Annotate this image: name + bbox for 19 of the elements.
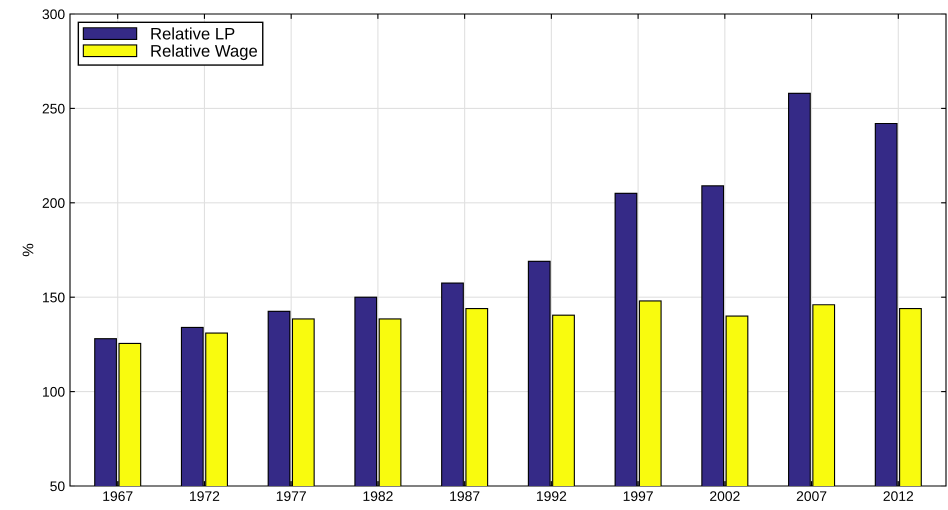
- y-tick-label: 250: [42, 104, 65, 114]
- x-tick-label: 1997: [624, 491, 653, 502]
- x-tick-label: 1967: [103, 491, 132, 502]
- y-tick-label: 50: [50, 481, 65, 492]
- x-tick-label: 2007: [796, 491, 826, 502]
- x-tick-label: 1977: [276, 491, 306, 502]
- y-tick-label: 100: [43, 386, 65, 397]
- y-tick-label: 150: [43, 292, 65, 302]
- legend-label: Relative Wage: [151, 44, 258, 60]
- x-tick-label: 1992: [536, 491, 566, 502]
- x-tick-label: 1972: [190, 491, 220, 502]
- x-tick-label: 2012: [884, 491, 914, 502]
- y-axis-title: %: [22, 244, 34, 256]
- y-tick-label: 200: [42, 198, 65, 208]
- x-tick-label: 1987: [450, 491, 480, 502]
- x-tick-label: 1982: [364, 491, 393, 502]
- legend-label: Relative LP: [151, 27, 234, 40]
- y-tick-label: 300: [42, 9, 65, 20]
- x-tick-label: 2002: [710, 491, 740, 502]
